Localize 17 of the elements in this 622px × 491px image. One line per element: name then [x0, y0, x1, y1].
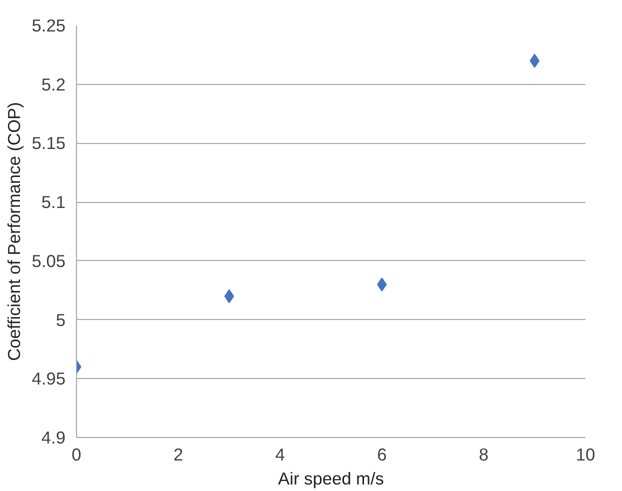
y-tick-label: 5.2: [41, 74, 66, 94]
x-axis-title: Air speed m/s: [278, 468, 384, 488]
x-tick-label: 2: [173, 444, 184, 464]
y-axis-title: Coefficient of Performance (COP): [4, 102, 24, 361]
y-tick-label: 5: [56, 310, 66, 330]
y-tick-label: 5.25: [32, 16, 66, 36]
x-tick-label: 10: [576, 444, 596, 464]
x-tick-label: 8: [478, 444, 489, 464]
x-tick-label: 0: [72, 444, 82, 464]
y-tick-label: 4.9: [41, 428, 66, 448]
y-tick-label: 5.05: [32, 250, 66, 271]
y-tick-label: 5.1: [41, 192, 66, 212]
y-tick-label: 4.95: [32, 368, 66, 389]
x-tick-label: 6: [377, 444, 387, 464]
y-tick-label: 5.15: [32, 133, 66, 154]
x-tick-label: 4: [275, 444, 286, 464]
point: [224, 289, 234, 304]
